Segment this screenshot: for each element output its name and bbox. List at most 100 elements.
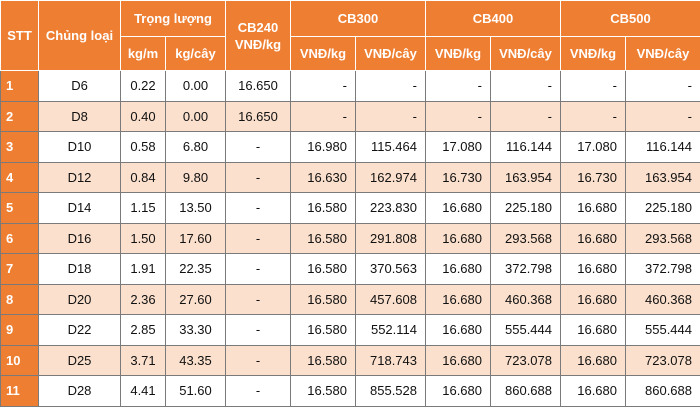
table-cell: 552.114 xyxy=(355,314,426,346)
table-cell: 16.680 xyxy=(560,314,626,346)
row-number: 4 xyxy=(0,161,39,193)
table-cell: D14 xyxy=(38,192,121,224)
table-cell: - xyxy=(225,192,291,224)
table-cell: - xyxy=(225,253,291,285)
table-cell: 17.60 xyxy=(165,222,226,254)
table-row: 8 D20 2.36 27.60-16.580 457.608 16.680 460.368… xyxy=(0,283,700,315)
table-cell: 17.080 xyxy=(560,131,626,163)
row-number: 7 xyxy=(0,253,39,285)
table-cell: 17.080 xyxy=(425,131,491,163)
row-number: 5 xyxy=(0,192,39,224)
table-cell: - xyxy=(225,375,291,407)
table-cell: 16.680 xyxy=(560,222,626,254)
table-cell: 6.80 xyxy=(165,131,226,163)
row-number: 1 xyxy=(0,70,39,102)
table-cell: 3.71 xyxy=(120,344,166,376)
table-cell: 163.954 xyxy=(625,161,700,193)
table-cell: 16.650 xyxy=(225,100,291,132)
table-cell: 457.608 xyxy=(355,283,426,315)
table-cell: 855.528 xyxy=(355,375,426,407)
table-cell: 2.85 xyxy=(120,314,166,346)
table-row: 10 D25 3.71 43.35-16.580 718.743 16.680 723.07… xyxy=(0,344,700,376)
table-cell: 116.144 xyxy=(490,131,561,163)
table-cell: 555.444 xyxy=(625,314,700,346)
table-row: 9 D22 2.85 33.30-16.580 552.114 16.680 555.444… xyxy=(0,314,700,346)
table-cell: 51.60 xyxy=(165,375,226,407)
table-cell: D20 xyxy=(38,283,121,315)
table-cell: 0.00 xyxy=(165,70,226,102)
table-header: STT Chủng loại Trọng lượng CB240 VNĐ/kg … xyxy=(0,0,700,71)
table-cell: - xyxy=(425,100,491,132)
table-cell: 16.650 xyxy=(225,70,291,102)
table-cell: D12 xyxy=(38,161,121,193)
table-cell: 460.368 xyxy=(625,283,700,315)
table-cell: 16.680 xyxy=(425,253,491,285)
table-cell: - xyxy=(225,161,291,193)
row-number: 6 xyxy=(0,222,39,254)
table-cell: 723.078 xyxy=(490,344,561,376)
table-row: 1 D6 0.22 0.00 16.650- - - - - - xyxy=(0,70,700,102)
table-cell: - xyxy=(225,344,291,376)
header-row: STT Chủng loại Trọng lượng CB240 VNĐ/kg … xyxy=(0,0,700,71)
table-cell: 2.36 xyxy=(120,283,166,315)
table-cell: - xyxy=(225,131,291,163)
header-cell: kg/m xyxy=(120,36,166,71)
table-cell: 1.91 xyxy=(120,253,166,285)
table-cell: 16.730 xyxy=(425,161,491,193)
table-cell: 16.680 xyxy=(560,192,626,224)
table-cell: 291.808 xyxy=(355,222,426,254)
table-cell: 16.680 xyxy=(425,192,491,224)
table-cell: 1.50 xyxy=(120,222,166,254)
table-cell: - xyxy=(290,100,356,132)
table-cell: 16.680 xyxy=(425,344,491,376)
header-cell: Trọng lượng xyxy=(120,0,226,37)
header-cell: CB240 VNĐ/kg xyxy=(225,0,291,71)
header-cell: VNĐ/kg xyxy=(560,36,626,71)
table-body: 1 D6 0.22 0.00 16.650- - - - - -2 D8 0.40 0.00 16.650… xyxy=(0,70,700,407)
table-row: 6 D16 1.50 17.60-16.580 291.808 16.680 293.568… xyxy=(0,222,700,254)
table-cell: 16.630 xyxy=(290,161,356,193)
table-cell: - xyxy=(355,70,426,102)
table-cell: 16.680 xyxy=(425,222,491,254)
table-cell: 860.688 xyxy=(490,375,561,407)
table-cell: 223.830 xyxy=(355,192,426,224)
table-cell: - xyxy=(560,100,626,132)
header-row: kg/m kg/cây VNĐ/kg VNĐ/cây VNĐ/kg VNĐ/câ… xyxy=(1,36,700,71)
table-cell: 0.00 xyxy=(165,100,226,132)
table-row: 3 D10 0.58 6.80-16.980 115.464 17.080 116.144 1… xyxy=(0,131,700,163)
table-cell: 16.580 xyxy=(290,314,356,346)
table-cell: 16.680 xyxy=(560,344,626,376)
table-cell: 33.30 xyxy=(165,314,226,346)
table-row: 7 D18 1.91 22.35-16.580 370.563 16.680 372.798… xyxy=(0,253,700,285)
table-row: 5 D14 1.15 13.50-16.580 223.830 16.680 225.180… xyxy=(0,192,700,224)
table-row: 2 D8 0.40 0.00 16.650- - - - - - xyxy=(0,100,700,132)
table-cell: D6 xyxy=(38,70,121,102)
table-cell: 225.180 xyxy=(490,192,561,224)
table-cell: 4.41 xyxy=(120,375,166,407)
table-row: 11 D28 4.41 51.60-16.580 855.528 16.680 860.68… xyxy=(0,375,700,407)
table-cell: 225.180 xyxy=(625,192,700,224)
table-cell: - xyxy=(225,283,291,315)
row-number: 2 xyxy=(0,100,39,132)
table-cell: 293.568 xyxy=(625,222,700,254)
header-cell: VNĐ/cây xyxy=(490,36,561,71)
table-cell: - xyxy=(225,314,291,346)
table-cell: 163.954 xyxy=(490,161,561,193)
header-cell: VNĐ/cây xyxy=(625,36,700,71)
table-cell: 162.974 xyxy=(355,161,426,193)
table-cell: - xyxy=(490,70,561,102)
table-cell: - xyxy=(355,100,426,132)
table-row: 4 D12 0.84 9.80-16.630 162.974 16.730 163.954 1… xyxy=(0,161,700,193)
table-cell: 555.444 xyxy=(490,314,561,346)
table-cell: 1.15 xyxy=(120,192,166,224)
header-cell: CB500 xyxy=(560,0,700,37)
table-cell: 370.563 xyxy=(355,253,426,285)
table-cell: 16.680 xyxy=(560,253,626,285)
table-cell: 16.680 xyxy=(425,375,491,407)
header-cell: CB300 xyxy=(290,0,426,37)
row-number: 10 xyxy=(0,344,39,376)
table-cell: - xyxy=(425,70,491,102)
header-cell: VNĐ/kg xyxy=(290,36,356,71)
table-cell: D18 xyxy=(38,253,121,285)
header-cell: Chủng loại xyxy=(38,0,121,71)
